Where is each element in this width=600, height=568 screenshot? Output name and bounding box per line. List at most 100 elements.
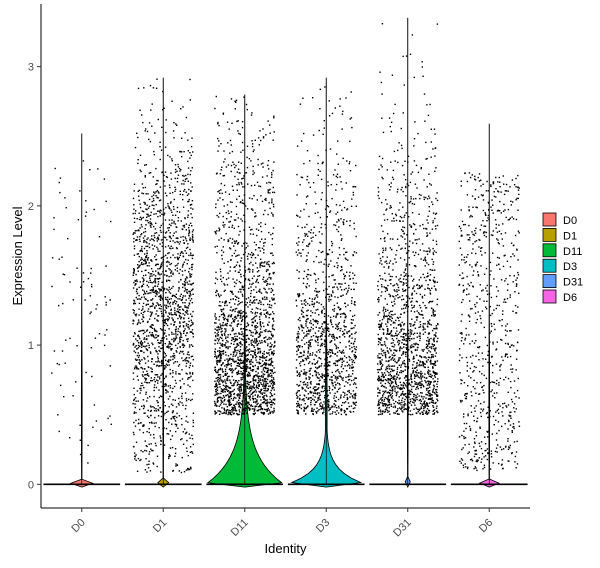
point-D1	[164, 296, 167, 299]
point-D1	[169, 202, 172, 204]
point-D1	[189, 292, 191, 295]
point-D11	[231, 255, 233, 257]
point-D1	[186, 450, 188, 453]
point-D1	[170, 309, 172, 311]
point-D11	[253, 410, 255, 412]
point-D3	[349, 396, 351, 398]
point-D1	[191, 301, 193, 304]
point-D3	[327, 401, 330, 403]
point-D11	[234, 249, 237, 252]
point-D11	[268, 330, 270, 332]
point-D11	[237, 315, 239, 317]
point-D11	[227, 272, 229, 274]
point-D11	[270, 361, 273, 364]
point-D11	[238, 350, 241, 353]
point-D11	[218, 327, 220, 329]
point-D1	[157, 342, 160, 344]
point-D3	[337, 360, 339, 362]
point-D1	[174, 339, 176, 341]
point-D3	[306, 283, 308, 285]
point-D1	[157, 401, 159, 403]
point-D11	[264, 399, 266, 401]
point-D1	[168, 364, 170, 366]
point-D11	[261, 238, 263, 240]
point-D3	[310, 380, 312, 383]
point-D1	[161, 171, 164, 173]
point-D11	[231, 122, 233, 124]
point-D11	[272, 169, 274, 172]
point-D3	[338, 371, 340, 373]
point-D11	[228, 226, 230, 228]
point-D11	[272, 186, 274, 189]
point-D11	[246, 374, 249, 377]
point-D3	[332, 411, 334, 413]
point-D1	[180, 332, 182, 335]
point-D11	[266, 402, 268, 405]
point-D11	[231, 390, 233, 393]
point-D11	[266, 269, 268, 271]
point-D0	[65, 339, 67, 341]
point-D3	[346, 331, 348, 333]
point-D11	[223, 205, 225, 207]
point-D1	[136, 280, 138, 283]
point-D11	[228, 399, 231, 401]
point-D11	[225, 278, 228, 281]
point-D11	[233, 393, 235, 395]
point-D11	[220, 305, 222, 307]
point-D3	[342, 294, 344, 296]
point-D3	[346, 271, 348, 273]
point-D3	[319, 216, 322, 219]
point-D11	[260, 356, 262, 358]
point-D1	[182, 283, 184, 285]
point-D1	[191, 438, 194, 440]
point-D3	[325, 288, 327, 290]
point-D1	[149, 422, 151, 424]
point-D3	[299, 374, 301, 376]
point-D0	[90, 272, 92, 274]
point-D11	[261, 402, 264, 404]
point-D11	[240, 218, 242, 220]
point-D1	[159, 141, 161, 143]
point-D31	[407, 366, 410, 368]
point-D3	[346, 398, 348, 401]
point-D1	[147, 308, 150, 310]
point-D11	[253, 413, 255, 416]
point-D11	[256, 409, 258, 412]
point-D11	[271, 351, 273, 354]
point-D11	[231, 185, 234, 187]
point-D3	[322, 412, 324, 414]
point-D11	[248, 395, 251, 398]
point-D1	[148, 172, 150, 174]
point-D11	[233, 413, 235, 415]
point-D1	[148, 431, 150, 434]
point-D11	[267, 343, 269, 345]
point-D11	[230, 170, 232, 173]
point-D11	[218, 315, 221, 318]
point-D3	[321, 344, 323, 347]
point-D3	[327, 369, 329, 371]
point-D1	[161, 281, 163, 283]
point-D11	[243, 346, 246, 348]
point-D1	[167, 410, 169, 412]
point-D1	[133, 300, 136, 302]
point-D3	[326, 351, 329, 354]
point-D3	[306, 333, 308, 335]
point-D11	[217, 374, 220, 376]
point-D3	[322, 328, 324, 330]
point-D1	[168, 303, 171, 305]
point-D11	[252, 282, 254, 284]
point-D1	[155, 87, 158, 89]
point-D11	[269, 392, 272, 394]
point-D1	[179, 312, 182, 314]
point-D1	[180, 336, 183, 338]
point-D1	[142, 192, 145, 195]
point-D11	[272, 272, 275, 275]
point-D3	[317, 162, 319, 165]
point-D11	[230, 403, 232, 406]
point-D1	[137, 334, 140, 336]
point-D1	[152, 291, 154, 293]
point-D1	[189, 325, 192, 327]
point-D3	[311, 375, 314, 377]
point-D11	[256, 181, 259, 183]
point-D11	[240, 288, 242, 291]
